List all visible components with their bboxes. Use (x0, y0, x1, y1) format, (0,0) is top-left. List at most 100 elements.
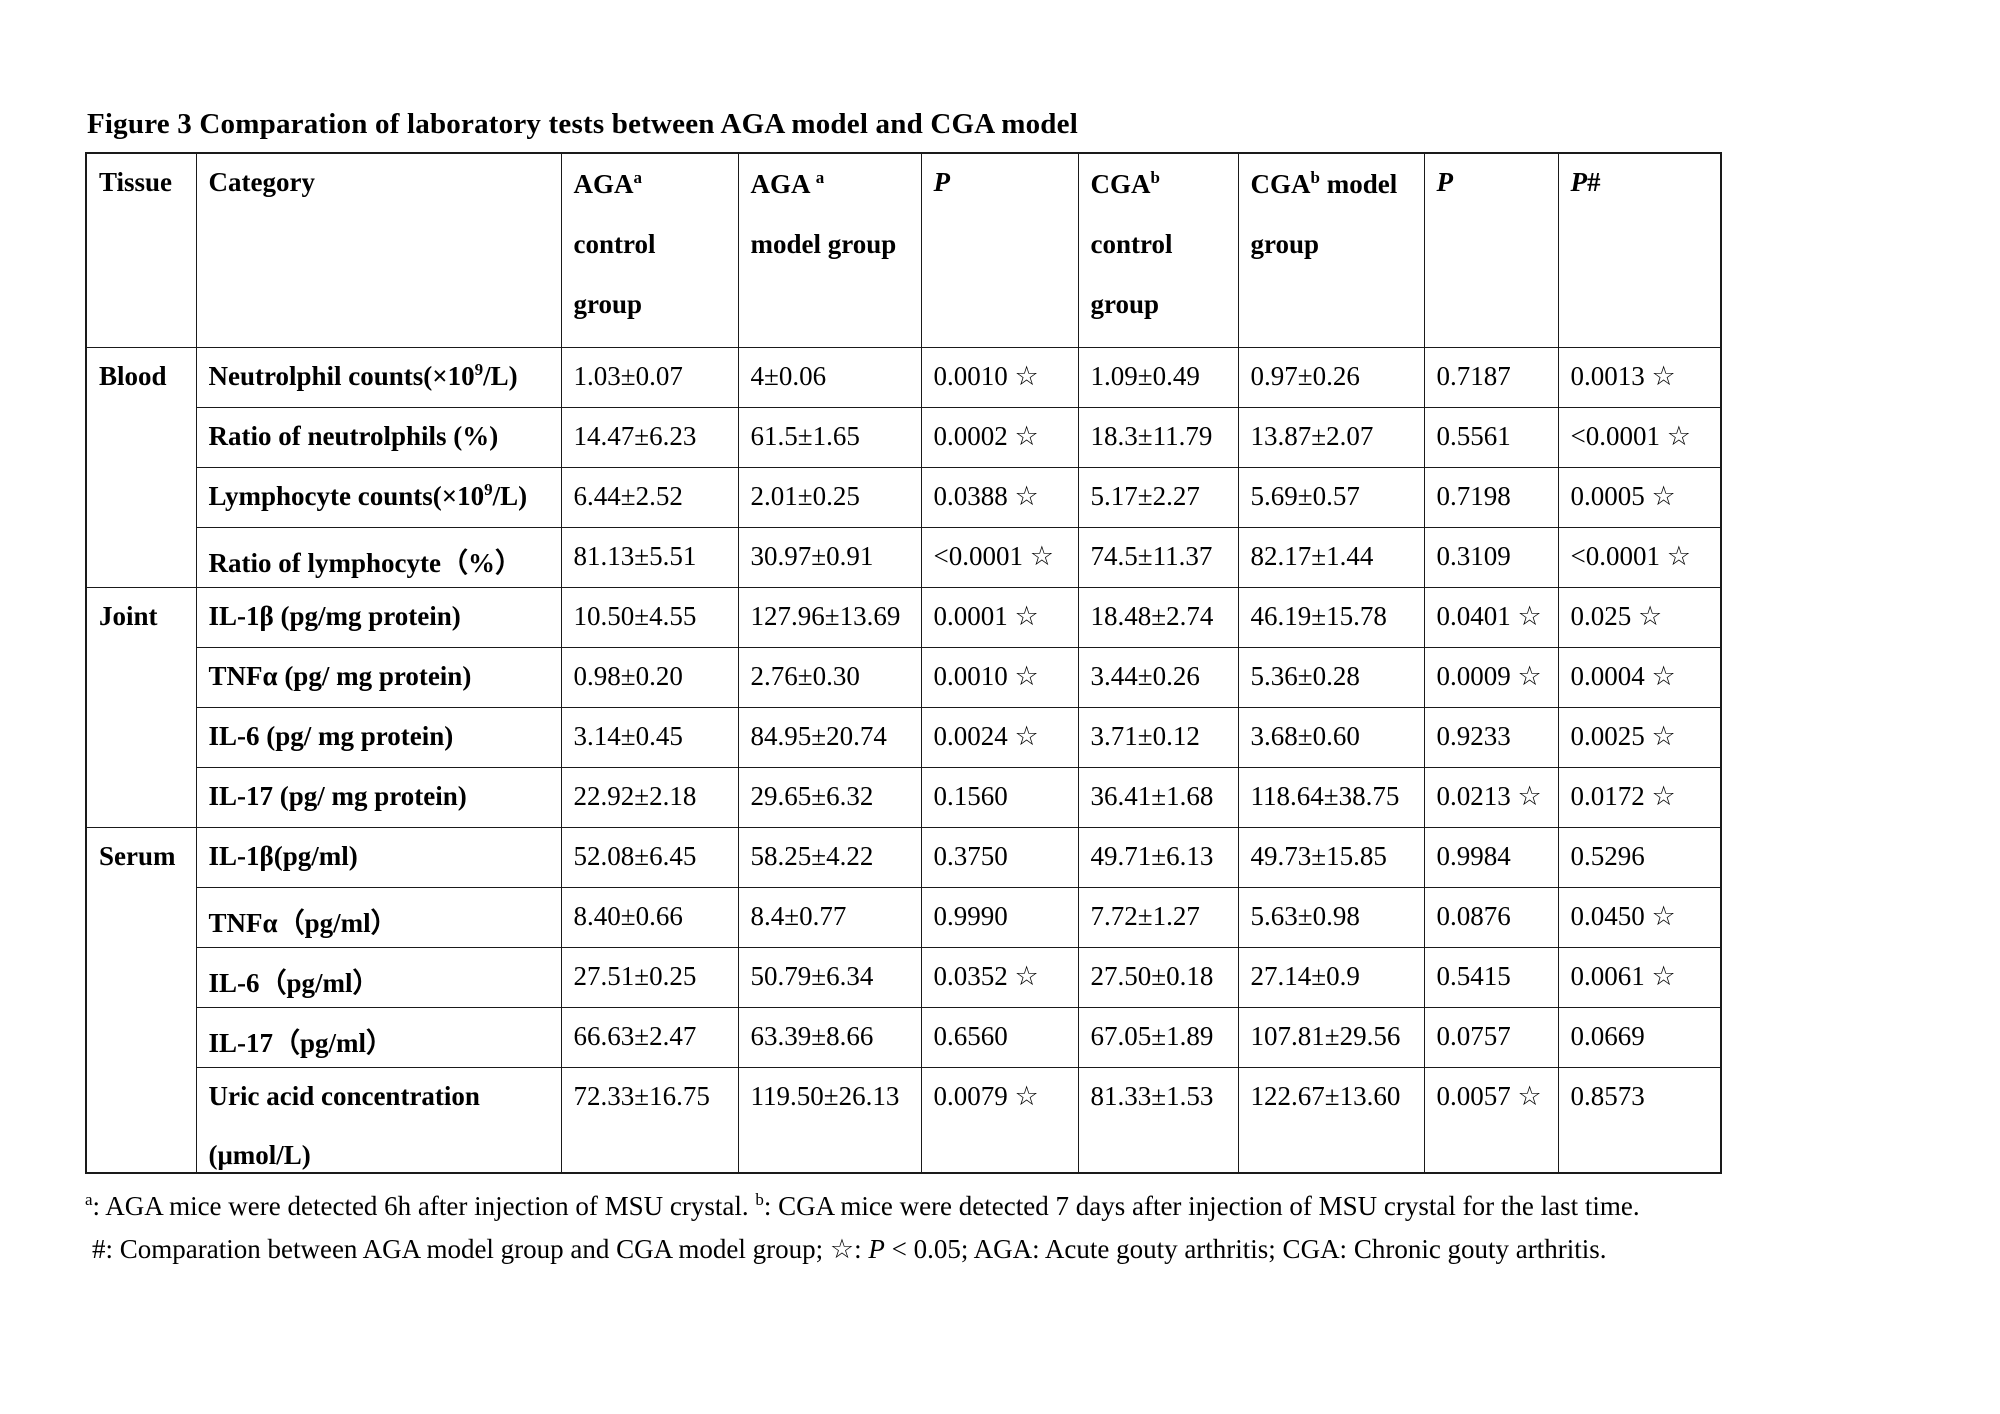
value-cell: 3.14±0.45 (560, 707, 739, 768)
header-line: model group (750, 229, 897, 259)
value-cell: 0.0010 ☆ (920, 347, 1079, 408)
value-cell: 0.0001 ☆ (920, 587, 1079, 648)
value-cell: 0.9984 (1423, 827, 1559, 888)
value-cell: 5.36±0.28 (1237, 647, 1425, 708)
table-row: Lymphocyte counts(×109/L) 6.44±2.52 2.01… (86, 467, 1722, 528)
value-cell: 0.5296 (1557, 827, 1722, 888)
value-cell: 27.51±0.25 (560, 947, 739, 1008)
category-text: IL-1β (pg/mg protein) (208, 601, 461, 631)
value-cell: 4±0.06 (737, 347, 922, 408)
value-cell: 10.50±4.55 (560, 587, 739, 648)
col-header-aga-control-group: AGAa control group (560, 152, 739, 348)
table-row: Serum IL-1β(pg/ml) 52.08±6.45 58.25±4.22… (85, 827, 1722, 1174)
value-cell: 0.025 ☆ (1557, 587, 1722, 648)
footnote-2-text: #: Comparation between AGA model group a… (92, 1234, 869, 1264)
value-cell: 5.69±0.57 (1237, 467, 1425, 528)
group-abbr: CGA (1090, 169, 1151, 199)
value-cell: 3.44±0.26 (1077, 647, 1239, 708)
header-line: control (1090, 229, 1173, 259)
value-cell: 0.0401 ☆ (1423, 587, 1559, 648)
value-cell: 1.03±0.07 (560, 347, 739, 408)
category-cell: IL-6 (pg/ mg protein) (195, 707, 562, 768)
col-header-p-cga: P (1423, 152, 1559, 348)
tissue-cell-blood: Blood (85, 347, 197, 588)
superscript-a: a (633, 168, 643, 187)
tissue-cell-joint: Joint (85, 587, 197, 828)
category-cell: Lymphocyte counts(×109/L) (195, 467, 562, 528)
value-cell: 84.95±20.74 (737, 707, 922, 768)
col-header-cga-model-group: CGAb model group (1237, 152, 1425, 348)
value-cell: 0.0876 (1423, 887, 1559, 948)
p-label: P (868, 1234, 885, 1264)
value-cell: 0.0057 ☆ (1423, 1067, 1559, 1174)
superscript-b: b (1150, 168, 1160, 187)
footnote-2: #: Comparation between AGA model group a… (85, 1231, 1765, 1267)
value-cell: 122.67±13.60 (1237, 1067, 1425, 1174)
value-cell: 0.3750 (920, 827, 1079, 888)
value-cell: 27.14±0.9 (1237, 947, 1425, 1008)
category-cell: TNFα（pg/ml） (195, 887, 562, 948)
value-cell: 0.0388 ☆ (920, 467, 1079, 528)
value-cell: 82.17±1.44 (1237, 527, 1425, 588)
header-row: Tissue Category AGAa control group AGA a… (85, 152, 1722, 348)
group-abbr: AGA (750, 169, 816, 199)
header-line: AGAa (574, 167, 728, 201)
category-text: IL-17 (pg/ mg protein) (208, 781, 467, 811)
value-cell: 58.25±4.22 (737, 827, 922, 888)
p-label: P (1570, 167, 1588, 197)
value-cell: 1.09±0.49 (1077, 347, 1239, 408)
category-cell: IL-1β (pg/mg protein) (195, 587, 562, 648)
p-label: P (1436, 167, 1454, 197)
value-cell: 0.5415 (1423, 947, 1559, 1008)
superscript-9: 9 (484, 480, 493, 499)
superscript-b: b (755, 1190, 764, 1209)
value-cell: 46.19±15.78 (1237, 587, 1425, 648)
value-cell: 0.7198 (1423, 467, 1559, 528)
category-text: Neutrolphil counts(×10 (208, 361, 475, 391)
table-row: Joint IL-1β (pg/mg protein) 10.50±4.55 1… (85, 587, 1722, 828)
value-cell: <0.0001 ☆ (1557, 407, 1722, 468)
value-cell: 7.72±1.27 (1077, 887, 1239, 948)
col-header-tissue: Tissue (85, 152, 197, 348)
value-cell: 0.0213 ☆ (1423, 767, 1559, 828)
category-cell: TNFα (pg/ mg protein) (195, 647, 562, 708)
category-cell: Uric acid concentration (μmol/L) (195, 1067, 562, 1174)
value-cell: 0.0757 (1423, 1007, 1559, 1068)
header-line: CGAb (1091, 167, 1228, 201)
category-text: IL-17（pg/ml） (208, 1028, 394, 1058)
category-text: IL-6（pg/ml） (208, 968, 380, 998)
table-row: TNFα（pg/ml） 8.40±0.66 8.4±0.77 0.9990 7.… (86, 887, 1722, 948)
value-cell: 2.01±0.25 (737, 467, 922, 528)
category-cell: IL-17 (pg/ mg protein) (195, 767, 562, 828)
value-cell: 0.8573 (1557, 1067, 1722, 1174)
col-header-aga-model-group: AGA a model group (737, 152, 922, 348)
p-label: P (933, 167, 951, 197)
table-row: IL-6 (pg/ mg protein) 3.14±0.45 84.95±20… (86, 707, 1722, 768)
hash-label: # (1587, 167, 1601, 197)
col-header-cga-control-group: CGAb control group (1077, 152, 1239, 348)
value-cell: 3.71±0.12 (1077, 707, 1239, 768)
category-text: Ratio of lymphocyte（%） (208, 548, 522, 578)
value-cell: 0.0079 ☆ (920, 1067, 1079, 1174)
value-cell: 6.44±2.52 (560, 467, 739, 528)
value-cell: 63.39±8.66 (737, 1007, 922, 1068)
value-cell: 0.0172 ☆ (1557, 767, 1722, 828)
category-text-after: /L) (483, 361, 518, 391)
value-cell: 0.0002 ☆ (920, 407, 1079, 468)
value-cell: 0.5561 (1423, 407, 1559, 468)
value-cell: 0.1560 (920, 767, 1079, 828)
lab-tests-table: Tissue Category AGAa control group AGA a… (85, 152, 1722, 1174)
table-row: Ratio of lymphocyte（%） 81.13±5.51 30.97±… (86, 527, 1722, 588)
header-line: group (1090, 289, 1160, 319)
header-line: AGA a (751, 167, 911, 201)
value-cell: 18.3±11.79 (1077, 407, 1239, 468)
value-cell: 0.0005 ☆ (1557, 467, 1722, 528)
category-text: IL-1β(pg/ml) (208, 841, 358, 871)
col-header-p-hash: P# (1557, 152, 1722, 348)
header-line: group (573, 289, 643, 319)
value-cell: 119.50±26.13 (737, 1067, 922, 1174)
category-cell: IL-6（pg/ml） (195, 947, 562, 1008)
value-cell: 0.98±0.20 (560, 647, 739, 708)
value-cell: 18.48±2.74 (1077, 587, 1239, 648)
table-row: TNFα (pg/ mg protein) 0.98±0.20 2.76±0.3… (86, 647, 1722, 708)
